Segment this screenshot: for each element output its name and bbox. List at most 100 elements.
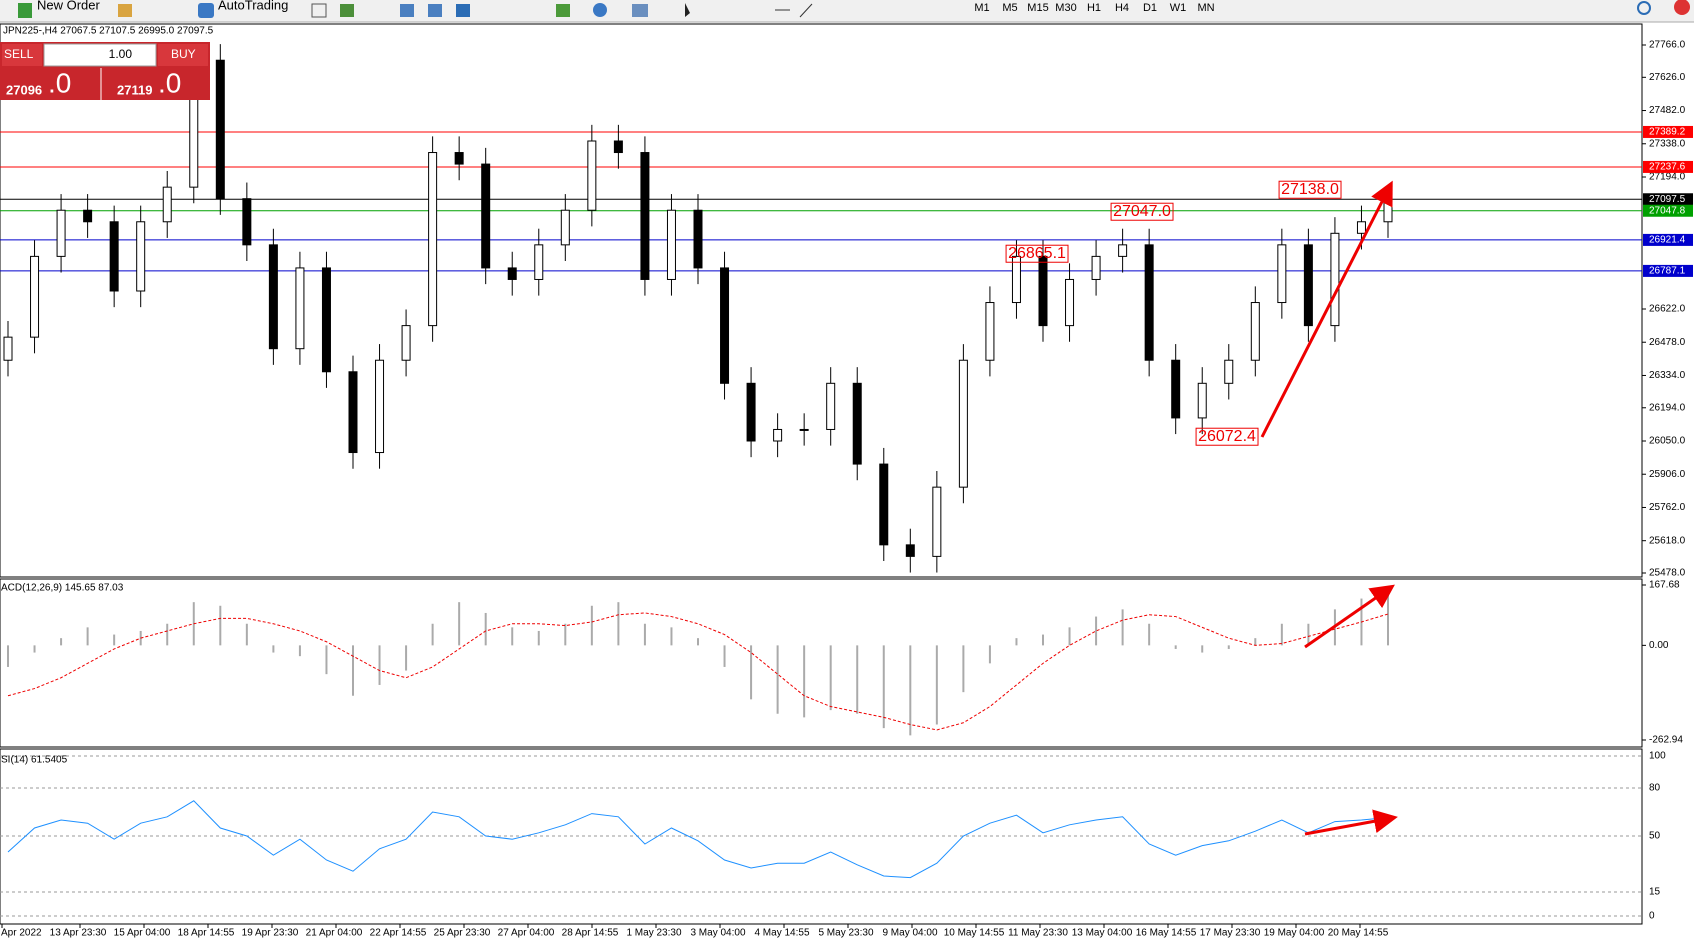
candle-body: [1224, 359, 1234, 384]
timeframe-button[interactable]: MN: [1197, 2, 1214, 14]
candle-body: [693, 209, 703, 269]
timeframe-button[interactable]: M5: [1002, 2, 1017, 14]
x-tick-label: 10 May 14:55: [944, 928, 1005, 939]
price-annotation: 26072.4: [1198, 428, 1256, 445]
price-level-tag: [1643, 264, 1693, 277]
candle-body: [826, 382, 836, 430]
symbol-header: JPN225-,H4 27067.5 27107.5 26995.0 27097…: [3, 26, 214, 37]
candle-body: [746, 382, 756, 442]
annotation-box: [1005, 244, 1069, 263]
annotation-box: [1195, 427, 1259, 446]
candle-body: [666, 209, 676, 280]
new-order-button[interactable]: New Order: [37, 0, 101, 12]
toolbar-icon[interactable]: [400, 4, 414, 17]
price-level-label: 27389.2: [1649, 127, 1686, 138]
price-level-tag: [1643, 125, 1693, 138]
candle-body: [1171, 359, 1181, 419]
macd-arrow: [1304, 584, 1395, 649]
candle-body: [1011, 255, 1021, 304]
price-level-label: 26787.1: [1649, 266, 1686, 277]
candle-body: [1277, 244, 1287, 304]
macd-tick-label: 167.68: [1649, 580, 1680, 591]
candle-body: [613, 140, 623, 154]
timeframe-button[interactable]: H1: [1087, 2, 1101, 14]
timeframe-button[interactable]: M30: [1055, 2, 1076, 14]
x-tick-label: 13 Apr 23:30: [50, 928, 107, 939]
new-order-icon[interactable]: [18, 3, 32, 18]
rsi-panel: [0, 748, 1643, 925]
toolbar-icon[interactable]: [428, 4, 442, 17]
candle-body: [56, 209, 66, 257]
y-tick-label: 26194.0: [1649, 402, 1686, 413]
toolbar-icon[interactable]: [456, 4, 470, 17]
cursor-icon[interactable]: [685, 3, 690, 17]
price-level-label: 27237.6: [1649, 162, 1686, 173]
sell-price-frac[interactable]: .0: [48, 67, 71, 98]
annotation-box: [1278, 180, 1342, 199]
timeframe-button[interactable]: W1: [1170, 2, 1187, 14]
rsi-line: [7, 800, 1389, 879]
candle-body: [1065, 278, 1075, 327]
toolbar-icon[interactable]: [118, 4, 132, 17]
lot-input[interactable]: [43, 43, 157, 67]
timeframe-button[interactable]: D1: [1143, 2, 1157, 14]
candle-body: [1118, 244, 1128, 257]
autotrading-button[interactable]: AutoTrading: [218, 0, 288, 12]
price-level-tag: [1643, 193, 1693, 206]
x-tick-label: 9 May 04:00: [882, 928, 937, 939]
x-tick-label: 1 May 23:30: [626, 928, 681, 939]
sell-button[interactable]: [2, 44, 42, 66]
y-tick-label: 27482.0: [1649, 105, 1686, 116]
x-tick-label: 25 Apr 23:30: [434, 928, 491, 939]
timeframes: M1 M5 M15 M30 H1 H4 D1 W1 MN: [974, 2, 1214, 14]
buy-price-frac[interactable]: .0: [158, 67, 181, 98]
candle-body: [1356, 221, 1366, 234]
candle-body: [428, 152, 438, 327]
toolbar-icon[interactable]: [556, 4, 570, 17]
candle-body: [481, 163, 491, 269]
toolbar-icon[interactable]: [311, 3, 327, 18]
main-panel: [0, 23, 1643, 578]
candle-body: [799, 428, 809, 431]
y-tick-label: 25906.0: [1649, 469, 1686, 480]
candle-body: [1038, 255, 1048, 327]
autotrading-icon[interactable]: [198, 3, 214, 18]
y-tick-label: 25478.0: [1649, 568, 1686, 579]
candle-body: [1197, 382, 1207, 419]
notification-icon[interactable]: [1674, 0, 1690, 15]
candle-body: [587, 140, 597, 211]
candle-body: [375, 359, 385, 454]
candle-body: [773, 428, 783, 442]
x-tick-label: 11 May 23:30: [1008, 928, 1068, 939]
macd-signal: [7, 612, 1389, 731]
candle-body: [932, 486, 942, 557]
buy-price[interactable]: 27119: [117, 82, 152, 97]
rsi-label: SI(14) 61.5405: [1, 755, 68, 766]
x-tick-label: 27 Apr 04:00: [498, 928, 555, 939]
toolbar-icon[interactable]: [632, 4, 648, 17]
timeframe-button[interactable]: H4: [1115, 2, 1129, 14]
y-tick-label: 27338.0: [1649, 138, 1686, 149]
rsi-tick-label: 80: [1649, 783, 1661, 794]
rsi-arrow: [1304, 809, 1398, 836]
candle-body: [1303, 244, 1313, 327]
x-tick-label: 28 Apr 14:55: [562, 928, 619, 939]
candle-body: [109, 221, 119, 292]
price-level-label: 27097.5: [1649, 194, 1686, 205]
trendline-tool[interactable]: [799, 3, 813, 18]
order-panel: SELL 1.00 BUY 27096 .0 27119 .0: [0, 42, 210, 100]
candle-body: [985, 302, 995, 361]
buy-button[interactable]: [158, 44, 208, 66]
candle-body: [454, 152, 464, 165]
trend-arrow: [1260, 180, 1393, 438]
search-icon[interactable]: [1637, 1, 1651, 15]
toolbar-icon[interactable]: [593, 3, 607, 17]
sell-price[interactable]: 27096: [6, 82, 42, 97]
timeframe-button[interactable]: M1: [974, 2, 989, 14]
candle-body: [348, 371, 358, 454]
macd-panel: [0, 578, 1643, 748]
timeframe-button[interactable]: M15: [1027, 2, 1048, 14]
price-level-label: 26921.4: [1649, 235, 1686, 246]
toolbar-icon[interactable]: [340, 4, 354, 17]
